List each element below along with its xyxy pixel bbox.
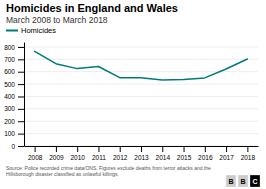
y-tick-mark — [18, 121, 24, 122]
x-tick-label: 2011 — [92, 154, 106, 161]
legend-item: Homicides — [6, 26, 56, 35]
y-tick: 100 — [4, 130, 24, 137]
y-tick: 500 — [4, 81, 24, 88]
x-tick: 2011 — [92, 146, 106, 161]
subtitle: March 2008 to March 2018 — [6, 15, 108, 25]
grid — [24, 47, 258, 146]
x-tick-mark — [247, 146, 248, 152]
x-tick: 2013 — [134, 146, 149, 161]
y-tick: 0 — [11, 143, 24, 150]
legend: Homicides — [6, 26, 56, 35]
y-tick-mark — [18, 59, 24, 60]
x-tick-label: 2008 — [28, 154, 43, 161]
logo-letter: C — [252, 178, 257, 185]
x-tick: 2017 — [219, 146, 234, 161]
chart: Homicides in England and WalesMarch 2008… — [0, 0, 266, 189]
x-tick-mark — [141, 146, 142, 152]
y-tick-mark — [18, 72, 24, 73]
grid-line — [24, 84, 258, 85]
x-tick-label: 2012 — [113, 154, 128, 161]
y-axis-line — [24, 43, 25, 147]
y-axis: 0 100 200 300 400 500 600 700 800 — [4, 43, 24, 150]
y-tick-mark — [18, 84, 24, 85]
y-tick-label: 800 — [4, 44, 15, 51]
x-tick: 2014 — [156, 146, 171, 161]
y-tick-label: 200 — [4, 118, 15, 125]
grid-line — [24, 121, 258, 122]
marks — [35, 51, 248, 80]
y-tick: 800 — [4, 44, 24, 51]
logo-letter: B — [228, 178, 233, 185]
x-tick-label: 2016 — [198, 154, 213, 161]
y-tick-mark — [18, 96, 24, 97]
grid-line — [24, 71, 258, 72]
x-tick-mark — [35, 146, 36, 152]
x-axis: 2008 2009 2010 2011 2012 2013 2014 2015 2016 2017… — [25, 146, 259, 161]
logo-block — [226, 175, 236, 187]
x-tick-label: 2009 — [49, 154, 64, 161]
y-tick-label: 600 — [4, 68, 15, 75]
x-tick-mark — [77, 146, 78, 152]
x-tick-label: 2015 — [177, 154, 192, 161]
grid-line — [24, 133, 258, 134]
grid-line — [24, 46, 258, 47]
x-tick-label: 2018 — [241, 154, 256, 161]
y-tick: 300 — [4, 105, 24, 112]
grid-line — [24, 96, 258, 97]
x-tick: 2015 — [177, 146, 192, 161]
legend-swatch — [6, 30, 18, 32]
x-tick-mark — [184, 146, 185, 152]
logo: BBC — [226, 175, 260, 187]
x-tick: 2010 — [70, 146, 85, 161]
x-tick: 2009 — [49, 146, 64, 161]
x-tick-mark — [98, 146, 99, 152]
logo-block — [238, 175, 248, 187]
y-tick: 200 — [4, 118, 24, 125]
y-tick-mark — [18, 109, 24, 110]
y-tick-label: 400 — [4, 93, 15, 100]
line — [35, 51, 248, 80]
y-tick-label: 500 — [4, 81, 15, 88]
grid-line — [24, 108, 258, 109]
logo-block — [250, 175, 260, 187]
y-tick-label: 0 — [11, 143, 15, 150]
x-tick-mark — [56, 146, 57, 152]
x-tick-mark — [120, 146, 121, 152]
y-tick-mark — [18, 134, 24, 135]
legend-label: Homicides — [21, 26, 56, 35]
x-tick: 2018 — [241, 146, 256, 161]
x-tick: 2012 — [113, 146, 128, 161]
y-tick-mark — [18, 47, 24, 48]
x-tick-mark — [205, 146, 206, 152]
logo-letter: B — [240, 178, 245, 185]
footnote: Source: Police recorded crime data/ONS. … — [6, 165, 211, 177]
x-tick-label: 2014 — [156, 154, 171, 161]
y-tick-label: 100 — [4, 130, 15, 137]
x-tick-mark — [226, 146, 227, 152]
plot: 2008 2009 2010 2011 2012 2013 2014 2015 2016 2017… — [4, 43, 258, 161]
y-tick-label: 700 — [4, 56, 15, 63]
x-tick-label: 2010 — [70, 154, 85, 161]
x-tick: 2016 — [198, 146, 213, 161]
y-tick-label: 300 — [4, 105, 15, 112]
y-tick: 600 — [4, 68, 24, 75]
x-tick-mark — [162, 146, 163, 152]
y-tick: 400 — [4, 93, 24, 100]
x-tick: 2008 — [28, 146, 43, 161]
x-tick-label: 2013 — [134, 154, 149, 161]
grid-line — [24, 59, 258, 60]
y-tick-mark — [18, 146, 24, 147]
y-tick: 700 — [4, 56, 24, 63]
x-tick-label: 2017 — [219, 154, 234, 161]
title: Homicides in England and Wales — [6, 2, 178, 14]
